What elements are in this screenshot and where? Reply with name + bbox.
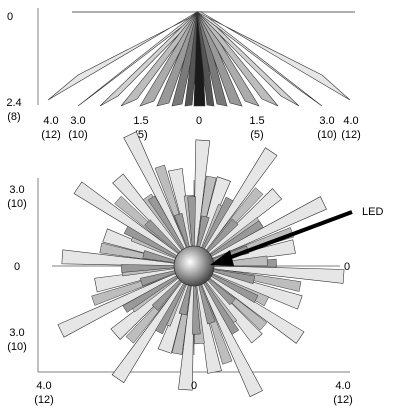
side-x-tick: 3.0 — [319, 115, 334, 127]
top-x-left-sub: (12) — [34, 394, 54, 406]
side-x-tick-sub: (5) — [250, 129, 263, 141]
led-callout-label: LED — [362, 206, 383, 218]
top-y-mid-right: 0 — [344, 261, 350, 273]
led-callout-arrow — [210, 210, 353, 266]
top-y-mid-left: 0 — [14, 261, 20, 273]
side-x-tick: 1.5 — [249, 115, 264, 127]
side-view: 0 2.4 (8) 4.0 (12) 3.0 (10) 1.5 (5) 0 1.… — [6, 8, 361, 141]
side-y-top-label: 0 — [7, 11, 13, 23]
side-y-bottom-sublabel: (8) — [7, 111, 20, 123]
top-y-top-sub: (10) — [7, 198, 27, 210]
arrowhead-icon — [210, 250, 234, 266]
side-x-tick-sub: (12) — [41, 129, 61, 141]
side-x-tick-sub: (10) — [317, 129, 337, 141]
side-x-ticks: 4.0 (12) 3.0 (10) 1.5 (5) 0 1.5 (5) 3.0 … — [41, 115, 361, 141]
top-y-bottom-sub: (10) — [7, 341, 27, 353]
callout-line — [225, 210, 353, 261]
top-x-left-value: 4.0 — [36, 380, 51, 392]
top-y-top-value: 3.0 — [9, 184, 24, 196]
side-x-tick: 3.0 — [70, 115, 85, 127]
side-y-bottom-label: 2.4 — [6, 97, 21, 109]
side-x-tick: 4.0 — [343, 115, 358, 127]
top-x-center: 0 — [191, 380, 197, 392]
top-view: LED 3.0 (10) 0 0 3.0 (10) 4.0 (12) 0 4.0… — [7, 131, 383, 406]
side-x-tick: 4.0 — [43, 115, 58, 127]
side-fan-beams — [47, 11, 351, 107]
top-x-right-sub: (12) — [333, 394, 353, 406]
side-x-tick: 1.5 — [133, 115, 148, 127]
top-y-bottom-value: 3.0 — [9, 327, 24, 339]
led-lens-icon — [173, 245, 215, 287]
side-beam — [196, 11, 351, 101]
top-x-right-value: 4.0 — [335, 380, 350, 392]
side-x-tick-sub: (10) — [68, 129, 88, 141]
side-x-tick: 0 — [196, 115, 202, 127]
top-burst-beams — [57, 131, 345, 398]
side-x-tick-sub: (12) — [341, 129, 361, 141]
